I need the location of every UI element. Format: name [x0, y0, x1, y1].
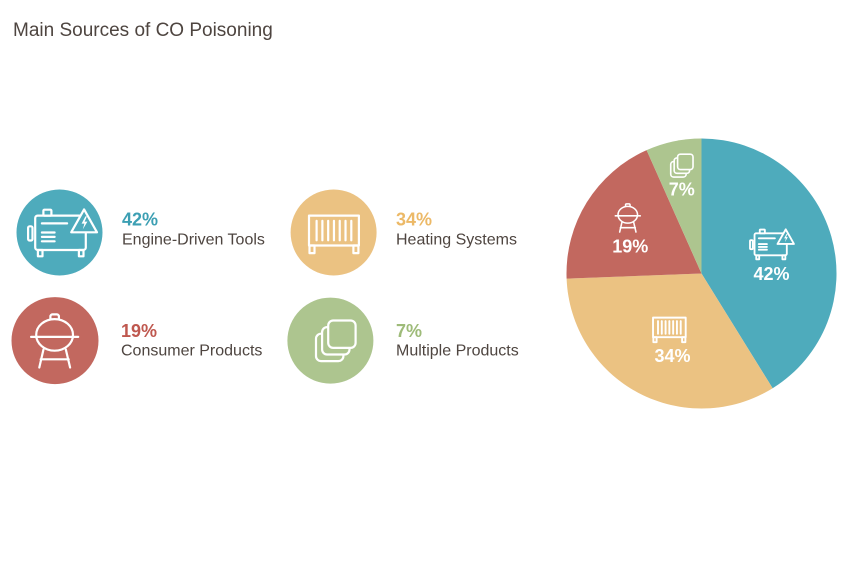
svg-text:34%: 34%	[654, 346, 690, 366]
svg-text:Consumer Products: Consumer Products	[121, 342, 262, 359]
svg-text:19%: 19%	[121, 321, 157, 341]
svg-text:Multiple Products: Multiple Products	[396, 342, 519, 359]
svg-text:7%: 7%	[669, 180, 695, 200]
svg-text:7%: 7%	[396, 321, 422, 341]
svg-text:42%: 42%	[122, 210, 158, 230]
svg-text:Engine-Driven Tools: Engine-Driven Tools	[122, 231, 265, 248]
svg-text:19%: 19%	[612, 236, 648, 256]
svg-text:34%: 34%	[396, 210, 432, 230]
svg-text:42%: 42%	[753, 264, 789, 284]
svg-text:Heating Systems: Heating Systems	[396, 231, 517, 248]
svg-text:Main Sources of CO Poisoning: Main Sources of CO Poisoning	[13, 20, 273, 41]
